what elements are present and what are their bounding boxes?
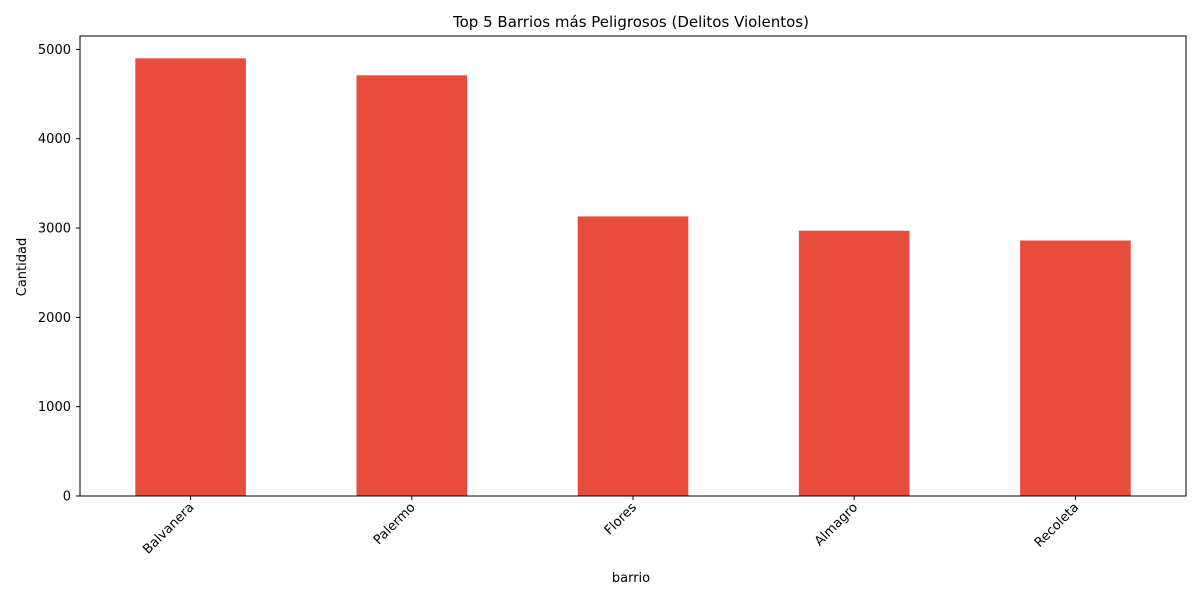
- x-tick-label: Almagro: [812, 500, 861, 549]
- y-tick-label: 3000: [38, 222, 71, 237]
- y-tick-label: 2000: [38, 311, 71, 326]
- y-axis-label: Cantidad: [15, 238, 30, 296]
- bars-layer: [135, 58, 1131, 497]
- y-tick-label: 5000: [38, 43, 71, 58]
- chart-title: Top 5 Barrios más Peligrosos (Delitos Vi…: [452, 13, 809, 31]
- x-tick-label: Balvanera: [140, 500, 197, 557]
- bar-almagro: [798, 230, 910, 496]
- x-tick-label: Flores: [602, 500, 640, 538]
- x-axis-ticks: Balvanera Palermo Flores Almagro Recoleta: [140, 496, 1082, 557]
- plot-frame: [79, 35, 1187, 497]
- bar-recoleta: [1020, 240, 1131, 496]
- x-tick-label: Palermo: [371, 500, 419, 548]
- y-tick-label: 4000: [38, 132, 71, 147]
- bar-flores: [577, 216, 689, 496]
- bar-balvanera: [135, 58, 246, 496]
- x-tick-label: Recoleta: [1032, 500, 1082, 550]
- y-axis-ticks: 0 1000 2000 3000 4000 5000: [38, 43, 80, 505]
- y-tick-label: 1000: [38, 400, 71, 415]
- bar-palermo: [356, 75, 468, 497]
- y-tick-label: 0: [63, 490, 71, 505]
- x-axis-label: barrio: [612, 571, 650, 586]
